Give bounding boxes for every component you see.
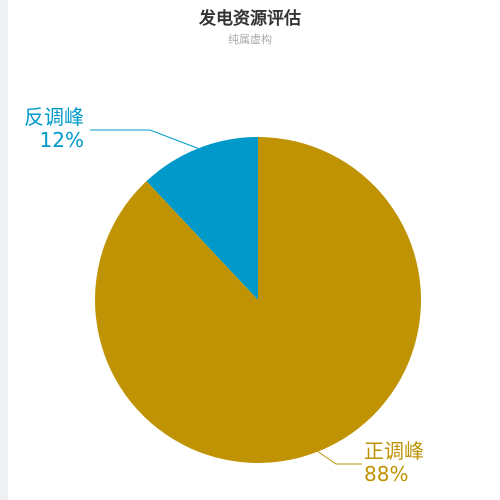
label-connector-line — [317, 451, 362, 465]
pie-slice[interactable] — [146, 137, 258, 300]
slice-percent-label: 12% — [40, 128, 84, 152]
slice-name-label: 正调峰 — [364, 439, 424, 463]
slice-name-label: 反调峰 — [24, 105, 84, 129]
left-edge-strip — [0, 0, 8, 500]
pie-slice[interactable] — [95, 137, 422, 464]
slice-percent-label: 88% — [364, 462, 408, 486]
chart-subtitle: 纯属虚构 — [228, 33, 272, 46]
label-connector-line — [90, 129, 199, 149]
chart-title: 发电资源评估 — [199, 9, 301, 29]
